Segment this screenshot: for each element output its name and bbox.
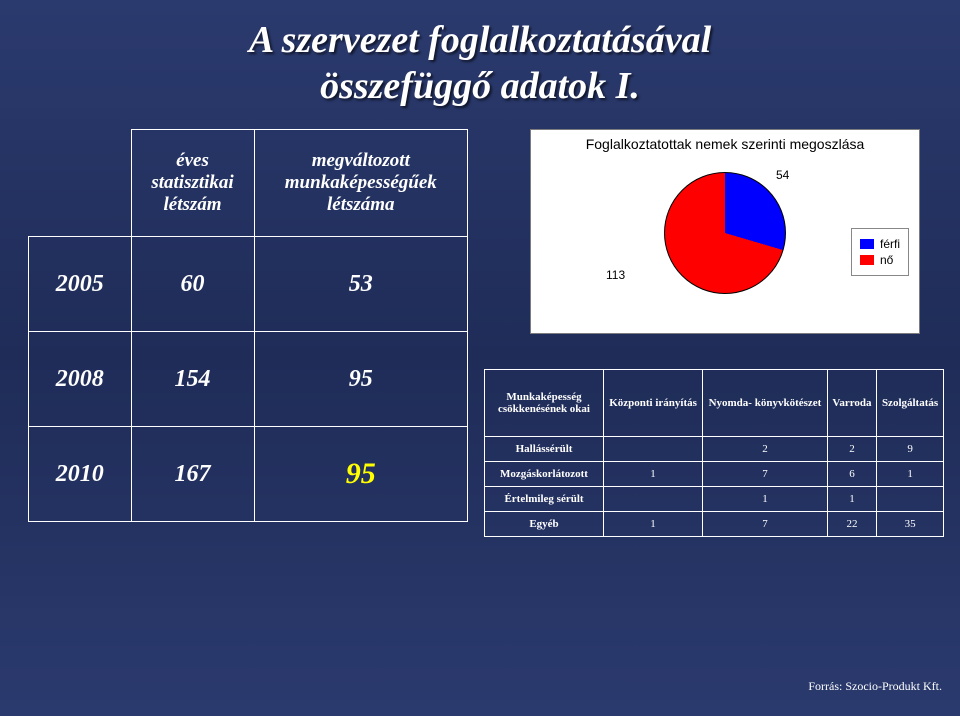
table-row: Egyéb 1 7 22 35 (485, 512, 944, 537)
detail-cell: 35 (877, 512, 944, 537)
title-line-1: A szervezet foglalkoztatásával (0, 18, 960, 64)
pie-chart (664, 172, 786, 294)
pie-chart-title: Foglalkoztatottak nemek szerinti megoszl… (531, 136, 919, 153)
detail-cell: 1 (827, 487, 876, 512)
slide: A szervezet foglalkoztatásával összefügg… (0, 0, 960, 716)
stats-table-wrap: éves statisztikai létszám megváltozott m… (28, 129, 468, 522)
detail-cell: 9 (877, 437, 944, 462)
detail-cell (604, 437, 703, 462)
stats-table: éves statisztikai létszám megváltozott m… (28, 129, 468, 522)
legend-label-male: férfi (880, 237, 900, 251)
detail-row-label: Értelmileg sérült (485, 487, 604, 512)
stats-year: 2005 (29, 237, 132, 332)
stats-c2: 53 (254, 237, 467, 332)
detail-cell: 1 (604, 512, 703, 537)
detail-cell: 7 (703, 462, 828, 487)
stats-col1-header: éves statisztikai létszám (131, 130, 254, 237)
pie-slice-label-male: 54 (776, 168, 789, 182)
table-row: Mozgáskorlátozott 1 7 6 1 (485, 462, 944, 487)
detail-cell: 6 (827, 462, 876, 487)
stats-year: 2008 (29, 332, 132, 427)
legend-label-female: nő (880, 253, 893, 267)
legend-swatch-female (860, 255, 874, 265)
stats-c2-highlight: 95 (254, 427, 467, 522)
stats-c1: 154 (131, 332, 254, 427)
detail-cell (877, 487, 944, 512)
detail-row-label: Mozgáskorlátozott (485, 462, 604, 487)
detail-cell: 1 (703, 487, 828, 512)
detail-cell: 7 (703, 512, 828, 537)
title-line-2: összefüggő adatok I. (0, 64, 960, 110)
stats-col2-header: megváltozott munkaképességűek létszáma (254, 130, 467, 237)
detail-cell: 2 (827, 437, 876, 462)
detail-col-2: Nyomda- könyvkötészet (703, 370, 828, 437)
detail-row-label: Hallássérült (485, 437, 604, 462)
detail-cell: 22 (827, 512, 876, 537)
detail-cell: 2 (703, 437, 828, 462)
detail-table: Munkaképesség csökkenésének okai Központ… (484, 369, 944, 537)
table-row: 2005 60 53 (29, 237, 468, 332)
legend-item: férfi (860, 237, 900, 251)
legend-item: nő (860, 253, 900, 267)
detail-row-label: Egyéb (485, 512, 604, 537)
legend-swatch-male (860, 239, 874, 249)
detail-cell: 1 (604, 462, 703, 487)
stats-c1: 167 (131, 427, 254, 522)
pie-chart-area: 54 113 férfi nő (531, 158, 919, 308)
table-row: Hallássérült 2 2 9 (485, 437, 944, 462)
detail-header-row: Munkaképesség csökkenésének okai Központ… (485, 370, 944, 437)
detail-col-0: Munkaképesség csökkenésének okai (485, 370, 604, 437)
detail-cell: 1 (877, 462, 944, 487)
pie-legend: férfi nő (851, 228, 909, 276)
pie-slice-label-female: 113 (606, 268, 625, 282)
stats-header-row: éves statisztikai létszám megváltozott m… (29, 130, 468, 237)
stats-c1: 60 (131, 237, 254, 332)
table-row: 2008 154 95 (29, 332, 468, 427)
detail-col-3: Varroda (827, 370, 876, 437)
table-row: Értelmileg sérült 1 1 (485, 487, 944, 512)
footer-source: Forrás: Szocio-Produkt Kft. (808, 679, 942, 694)
detail-col-1: Központi irányítás (604, 370, 703, 437)
detail-col-4: Szolgáltatás (877, 370, 944, 437)
table-row: 2010 167 95 (29, 427, 468, 522)
slide-title: A szervezet foglalkoztatásával összefügg… (0, 0, 960, 109)
stats-year: 2010 (29, 427, 132, 522)
detail-table-wrap: Munkaképesség csökkenésének okai Központ… (484, 369, 944, 537)
detail-cell (604, 487, 703, 512)
stats-c2: 95 (254, 332, 467, 427)
pie-chart-box: Foglalkoztatottak nemek szerinti megoszl… (530, 129, 920, 334)
